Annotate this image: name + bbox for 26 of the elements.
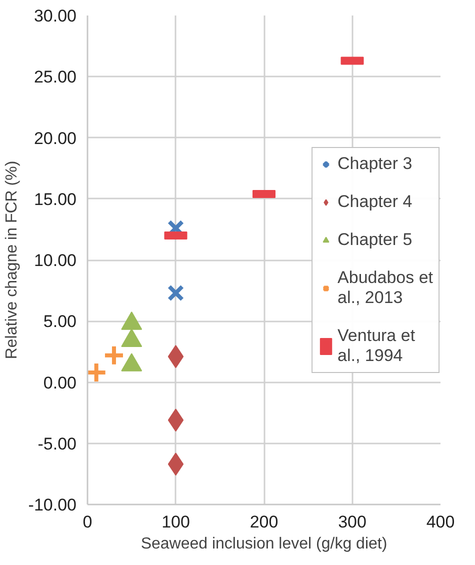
y-tick-label: -10.00 (28, 496, 76, 514)
point (168, 345, 184, 368)
x-tick-label: 200 (250, 512, 278, 532)
x-axis-title: Seaweed inclusion level (g/kg diet) (140, 536, 388, 552)
y-tick-label: 15.00 (34, 190, 77, 209)
point (168, 408, 184, 432)
y-tick-label: 5.00 (43, 312, 77, 332)
y-tick-label: 30.00 (34, 6, 77, 26)
x-tick-label: 400 (426, 512, 455, 532)
x-tick-label: 100 (162, 512, 190, 532)
legend-label: Abudabos et al., 2013 (338, 268, 433, 308)
y-axis-title: Relative chagne in FCR (%) (3, 160, 20, 360)
legend-label: Ventura et al., 1994 (338, 326, 416, 366)
y-tick-label: 20.00 (34, 128, 77, 148)
legend-label: Chapter 3 (338, 154, 412, 174)
x-tick-label: 0 (82, 512, 92, 532)
y-tick-label: 0.00 (43, 373, 77, 392)
y-tick-label: 25.00 (34, 68, 77, 87)
point (167, 284, 184, 302)
x-tick-label: 300 (338, 512, 366, 532)
y-tick-label: 10.00 (34, 251, 77, 270)
point (168, 452, 184, 476)
legend-label: Chapter 5 (338, 230, 412, 250)
point (102, 344, 125, 366)
y-tick-label: -5.00 (38, 434, 76, 454)
legend-label: Chapter 4 (338, 192, 412, 212)
